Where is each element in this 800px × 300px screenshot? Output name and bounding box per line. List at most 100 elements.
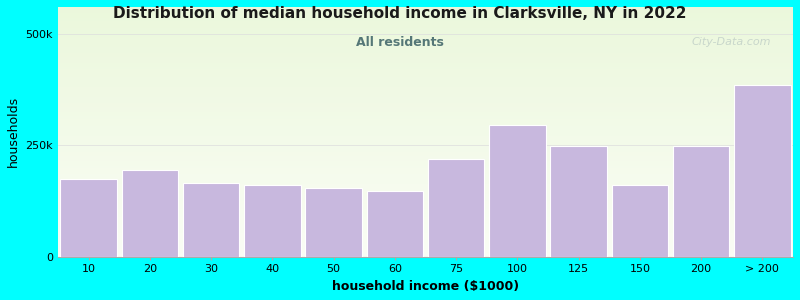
Bar xyxy=(58,209,793,211)
Bar xyxy=(58,193,793,194)
Text: City-Data.com: City-Data.com xyxy=(691,37,771,47)
Bar xyxy=(58,146,793,147)
Bar xyxy=(58,174,793,175)
Bar xyxy=(58,158,793,159)
Bar xyxy=(58,133,793,134)
Bar xyxy=(58,50,793,51)
Bar xyxy=(58,91,793,92)
Bar xyxy=(58,118,793,119)
Bar xyxy=(61,179,117,257)
Bar xyxy=(122,170,178,257)
Bar xyxy=(58,147,793,148)
Bar xyxy=(58,37,793,38)
Bar xyxy=(58,232,793,233)
Bar xyxy=(58,220,793,222)
Bar xyxy=(58,207,793,208)
Bar xyxy=(58,13,793,14)
Bar xyxy=(58,236,793,237)
Bar xyxy=(58,119,793,121)
Bar xyxy=(58,204,793,206)
Bar xyxy=(58,9,793,11)
Bar xyxy=(58,108,793,110)
Bar xyxy=(58,217,793,218)
Bar xyxy=(58,186,793,187)
Bar xyxy=(58,233,793,234)
Bar xyxy=(366,191,423,257)
Bar xyxy=(58,89,793,91)
Bar xyxy=(58,98,793,99)
Bar xyxy=(58,112,793,113)
Bar xyxy=(490,125,546,257)
Bar xyxy=(58,44,793,46)
Bar xyxy=(58,171,793,172)
Bar xyxy=(58,192,793,193)
Bar xyxy=(58,83,793,84)
Bar xyxy=(58,201,793,202)
Bar xyxy=(58,131,793,132)
Bar xyxy=(58,230,793,231)
Bar xyxy=(58,228,793,230)
Bar xyxy=(58,214,793,216)
Bar xyxy=(58,27,793,28)
Bar xyxy=(58,218,793,219)
Bar xyxy=(58,14,793,16)
Bar xyxy=(58,127,793,128)
Bar xyxy=(58,137,793,138)
Bar xyxy=(58,34,793,36)
Bar xyxy=(58,224,793,226)
Bar xyxy=(58,51,793,52)
Bar xyxy=(58,197,793,198)
Bar xyxy=(58,169,793,171)
Bar xyxy=(58,73,793,74)
Bar xyxy=(58,238,793,239)
Bar xyxy=(58,116,793,117)
Bar xyxy=(58,136,793,137)
Bar xyxy=(58,80,793,81)
Bar xyxy=(58,21,793,22)
Bar xyxy=(58,78,793,80)
Bar xyxy=(58,167,793,168)
Bar xyxy=(58,24,793,26)
Bar xyxy=(58,94,793,96)
Bar xyxy=(58,71,793,72)
Bar xyxy=(58,26,793,27)
Bar xyxy=(58,189,793,190)
Bar xyxy=(58,144,793,145)
Bar xyxy=(58,122,793,123)
Bar xyxy=(244,184,301,257)
Bar xyxy=(58,99,793,101)
Bar xyxy=(550,146,607,257)
Bar xyxy=(58,227,793,228)
Bar xyxy=(58,242,793,243)
Bar xyxy=(58,92,793,93)
Bar xyxy=(58,128,793,129)
Bar xyxy=(58,12,793,13)
Bar xyxy=(58,77,793,78)
Bar xyxy=(58,152,793,153)
Bar xyxy=(58,256,793,257)
Bar xyxy=(58,58,793,59)
Bar xyxy=(58,177,793,178)
Bar xyxy=(58,124,793,126)
Bar xyxy=(58,231,793,232)
Bar xyxy=(58,212,793,213)
Bar xyxy=(58,138,793,140)
X-axis label: household income ($1000): household income ($1000) xyxy=(332,280,519,293)
Bar xyxy=(58,241,793,242)
Bar xyxy=(58,48,793,50)
Bar xyxy=(58,148,793,149)
Bar xyxy=(58,153,793,154)
Bar xyxy=(58,41,793,42)
Bar xyxy=(58,81,793,82)
Bar xyxy=(58,66,793,67)
Bar xyxy=(58,69,793,71)
Bar xyxy=(58,64,793,66)
Bar xyxy=(58,190,793,192)
Bar xyxy=(58,63,793,64)
Bar xyxy=(58,141,793,142)
Bar xyxy=(58,111,793,112)
Bar xyxy=(58,114,793,116)
Bar xyxy=(58,188,793,189)
Bar xyxy=(58,54,793,56)
Bar xyxy=(58,239,793,241)
